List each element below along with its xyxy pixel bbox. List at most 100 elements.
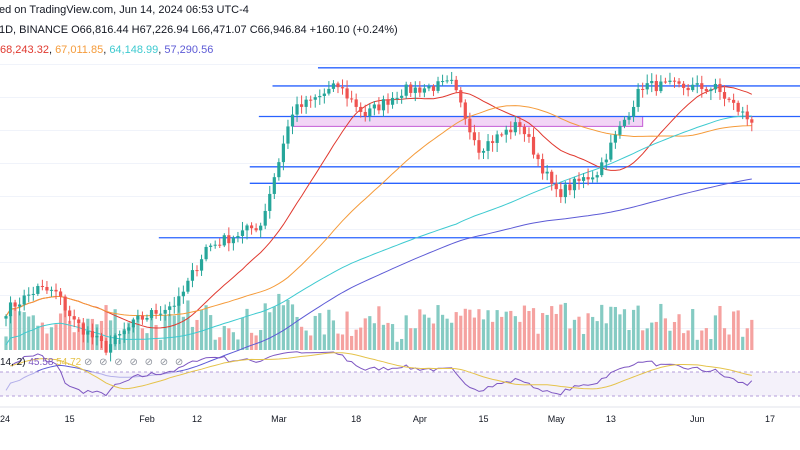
candle-body [663,81,668,83]
volume-bar [541,313,545,350]
volume-bar [545,314,549,350]
candle-body [181,291,185,297]
ma200-value: 57,290.56 [164,44,214,56]
candle-body [18,304,22,307]
volume-bar [304,330,308,350]
volume-bar [377,306,381,350]
volume-bar [595,321,599,350]
volume-bar [691,309,695,350]
candle-body [336,83,340,88]
volume-bar [113,309,117,350]
volume-bar [427,317,431,350]
candle-body [131,319,135,328]
candle-body [704,88,708,92]
volume-bar [118,339,122,350]
volume-bar [72,332,76,350]
candle-body [45,286,49,291]
volume-bar [463,308,467,350]
rsi-line [10,351,753,397]
volume-bar [381,324,386,350]
volume-bar [531,308,536,350]
volume-bar [245,308,249,350]
volume-bar [613,306,617,350]
candle-body [613,134,617,143]
ma-line-50 [5,105,752,317]
volume-bar [259,330,263,350]
volume-bar [477,309,481,350]
candle-body [622,119,627,126]
volume-bar [13,308,17,350]
volume-bar [404,315,408,350]
candle-body [345,88,349,99]
candle-body [286,126,290,144]
volume-bar [390,324,395,350]
candle-body [531,136,536,155]
x-tick-label: 17 [765,414,775,424]
volume-bar [718,305,722,350]
candle-body [81,323,85,335]
ma-line-100 [5,115,752,346]
candle-body [377,104,381,111]
volume-bar [454,312,458,350]
candle-body [600,162,604,176]
volume-bar [22,312,26,350]
candle-body [386,99,390,105]
ma-legend: 68,243.32, 67,011.85, 64,148.99, 57,290.… [0,44,214,56]
volume-bar [522,305,527,350]
volume-bar [722,328,727,350]
volume-bar [350,335,354,350]
volume-bar [604,323,608,350]
volume-bar [322,334,326,350]
ma100-value: 64,148.99 [109,44,159,56]
candle-body [668,80,672,82]
volume-bar [572,319,577,350]
x-tick-label: 24 [0,414,10,424]
x-tick-label: 13 [606,414,616,424]
volume-bar [77,324,81,350]
volume-bar [8,314,13,350]
candle-body [54,289,58,292]
volume-bar [177,303,181,350]
candle-body [31,293,35,295]
volume-bar [550,306,554,350]
volume-bar [659,303,663,350]
x-tick-label: Feb [139,414,155,424]
candle-body [331,83,336,89]
candle-body [609,142,613,160]
volume-bar [127,322,131,350]
candle-body [49,289,54,291]
volume-bar [27,316,31,350]
horizontal-levels [158,67,800,239]
volume-bar [563,302,567,350]
volume-bar [227,328,231,350]
candle-body [641,88,645,90]
volume-bar [709,339,713,350]
volume-bar [600,304,604,350]
candle-body [381,99,386,111]
candle-body [454,79,458,91]
candle-body [168,306,172,310]
candle-body [240,230,245,236]
candle-body [745,111,749,120]
volume-bar [495,310,499,350]
volume-bar [345,311,349,350]
candle-body [732,99,736,103]
candle-body [422,88,426,93]
indicator-options-icons[interactable]: ⊘ ⊘ ⊘ ⊘ ⊘ ⊘ ⊘ [83,357,186,368]
candle-body [309,99,313,101]
rsi-ma-value: 54.72 [56,357,82,368]
candle-body [40,285,44,287]
volume-bar [745,328,749,350]
candle-body [154,310,158,314]
candle-body [363,111,367,117]
candle-body [695,83,699,85]
volume-bar [422,314,426,350]
candle-body [254,228,258,231]
candle-body [99,335,104,341]
volume-bar [249,332,254,350]
candle-body [163,309,167,314]
candle-body [481,150,486,153]
candle-body [741,111,745,113]
volume-bar [190,326,195,350]
